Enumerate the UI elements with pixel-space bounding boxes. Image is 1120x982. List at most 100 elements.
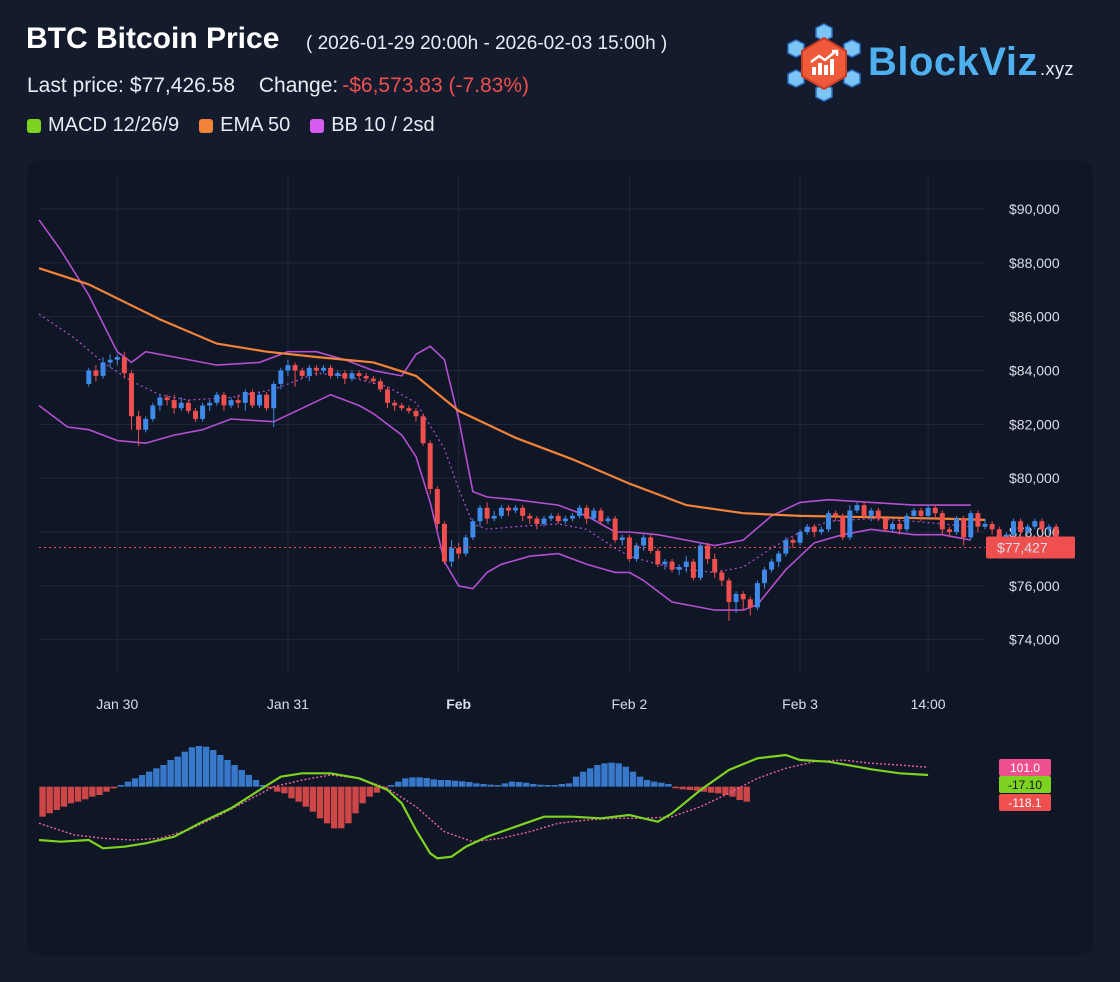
macd-histogram-bar xyxy=(508,781,516,787)
macd-histogram-bar xyxy=(473,783,480,787)
macd-histogram-bar xyxy=(210,750,217,787)
candle xyxy=(214,394,220,403)
macd-histogram-bar xyxy=(373,786,381,793)
macd-histogram-bar xyxy=(266,786,274,789)
macd-histogram-bar xyxy=(643,780,651,787)
candle xyxy=(420,416,426,444)
candle xyxy=(242,392,248,403)
macd-histogram-bar xyxy=(601,763,608,787)
candle xyxy=(897,523,903,530)
brand-wordmark: BlockViz .xyz xyxy=(868,40,1074,85)
candle xyxy=(527,515,533,519)
macd-histogram-bar xyxy=(96,786,103,795)
legend-swatch-macd xyxy=(27,118,41,133)
chart-panel: $90,000 $88,000 $86,000 $84,000 $82,000 $80,0… xyxy=(27,160,1093,956)
legend-item-macd: MACD 12/26/9 xyxy=(27,114,179,137)
macd-histogram-bar xyxy=(437,780,445,787)
candle xyxy=(633,545,639,559)
macd-histogram-bar xyxy=(46,786,53,814)
macd-histogram-bar xyxy=(558,784,565,787)
candle xyxy=(484,507,490,519)
candle xyxy=(875,510,881,519)
macd-histogram-bar xyxy=(231,765,238,787)
macd-histogram-bar xyxy=(615,763,622,787)
candle xyxy=(911,510,917,516)
candle xyxy=(840,515,846,538)
legend-label-bb: BB 10 / 2sd xyxy=(331,114,435,136)
candle xyxy=(178,402,184,409)
candle xyxy=(548,515,554,519)
candle xyxy=(712,558,718,573)
macd-histogram-bar xyxy=(259,785,267,787)
candle xyxy=(648,537,654,551)
brand: BlockViz .xyz xyxy=(784,20,1104,110)
macd-histogram-bar xyxy=(53,786,60,810)
macd-histogram-bar xyxy=(672,786,679,789)
macd-histogram-bar xyxy=(181,751,189,787)
price-summary: Last price: $77,426.58 Change: -$6,573.83 … xyxy=(27,74,529,98)
macd-histogram-bar xyxy=(636,776,644,787)
candle xyxy=(321,367,327,371)
candle xyxy=(93,370,99,376)
macd-histogram-bar xyxy=(665,784,672,787)
macd-histogram-bar xyxy=(167,760,174,787)
candle xyxy=(591,510,597,519)
macd-histogram-bar xyxy=(146,771,153,787)
brand-tld: .xyz xyxy=(1040,59,1075,79)
bb-upper-band xyxy=(38,219,971,547)
candle xyxy=(676,567,682,570)
candle xyxy=(342,373,348,379)
candle xyxy=(754,583,760,608)
candle xyxy=(1039,521,1045,530)
candle xyxy=(833,513,839,516)
candle xyxy=(626,537,632,559)
time-tick-label: Jan 31 xyxy=(267,696,309,712)
macd-histogram-bar xyxy=(693,786,701,791)
last-price-tag-label: $77,427 xyxy=(997,539,1048,555)
time-tick-label: Feb 2 xyxy=(611,696,647,712)
candle xyxy=(946,529,952,533)
candle xyxy=(491,515,497,519)
macd-histogram-bar xyxy=(366,786,373,797)
candle xyxy=(257,394,262,406)
candle xyxy=(207,402,213,406)
candle xyxy=(513,507,519,511)
change-label: Change: xyxy=(258,74,339,97)
price-tick-label: $84,000 xyxy=(1009,363,1060,379)
macd-histogram-bar xyxy=(487,784,494,787)
candle xyxy=(1003,534,1009,538)
macd-histogram-bar xyxy=(544,785,551,787)
macd-histogram-bar xyxy=(202,746,210,787)
chart-title: BTC Bitcoin Price xyxy=(26,22,280,55)
candle xyxy=(520,507,526,516)
candle xyxy=(882,518,888,530)
candle xyxy=(541,518,547,524)
candle xyxy=(370,378,376,382)
macd-value-tag-label: -118.1 xyxy=(1008,796,1041,810)
macd-histogram-bar xyxy=(743,786,750,802)
candle xyxy=(221,394,227,406)
candle xyxy=(235,400,241,403)
macd-histogram-bar xyxy=(736,786,743,800)
candle xyxy=(790,540,796,543)
macd-histogram-bar xyxy=(60,786,68,807)
macd-histogram-bar xyxy=(338,786,345,829)
last-price-value: $77,426.58 xyxy=(129,74,235,97)
macd-histogram-bar xyxy=(572,776,580,787)
candle xyxy=(811,526,817,533)
candle xyxy=(292,365,298,371)
candle xyxy=(747,599,753,608)
macd-histogram-bar xyxy=(594,765,601,787)
macd-histogram-bar xyxy=(622,766,629,787)
macd-histogram-bar xyxy=(295,786,302,802)
candle xyxy=(697,545,703,578)
macd-histogram-bar xyxy=(302,786,309,807)
price-tick-label: $76,000 xyxy=(1009,578,1060,594)
candle xyxy=(128,373,134,417)
candle xyxy=(918,510,924,516)
candle xyxy=(890,523,896,530)
macd-histogram-bar xyxy=(195,746,203,787)
candle xyxy=(776,553,782,562)
macd-histogram-bar xyxy=(722,786,729,795)
macd-histogram-bar xyxy=(174,756,181,787)
